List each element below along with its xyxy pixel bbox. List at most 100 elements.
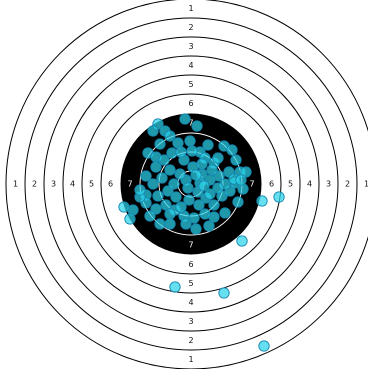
shot-marker [212,182,224,194]
ring-label-7-left: 7 [127,180,132,189]
ring-label-6-left: 6 [108,180,113,189]
ring-label-6-right: 6 [269,180,274,189]
shot-marker [124,213,136,225]
shot-marker [198,180,210,192]
ring-label-background [68,179,77,189]
shot-marker [212,152,224,164]
shot-marker [190,169,202,181]
ring-label-5-right: 5 [288,180,293,189]
shot-marker [191,120,203,132]
ring-label-background [186,297,196,308]
ring-label-1-bottom: 1 [188,355,193,364]
ring-label-4-top: 4 [188,61,193,70]
ring-label-1-top: 1 [188,4,193,13]
shot-marker [232,196,244,208]
ring-label-5-top: 5 [188,80,193,89]
ring-label-2-right: 2 [345,180,350,189]
shot-marker [118,201,130,213]
shot-markers [118,113,285,352]
shot-marker [179,113,191,125]
ring-label-background [343,179,352,189]
ring-label-1-right: 1 [364,180,368,189]
shot-marker [175,146,187,158]
shot-marker [169,281,181,293]
ring-label-background [324,179,333,189]
shot-marker [175,201,187,213]
ring-label-4-bottom: 4 [188,298,193,307]
shot-marker [168,178,180,190]
shot-marker [190,223,202,235]
shot-marker [230,154,242,166]
ring-label-background [186,316,196,327]
shot-marker [186,145,198,157]
ring-label-3-bottom: 3 [188,317,193,326]
ring-label-5-bottom: 5 [188,279,193,288]
shot-marker [199,208,211,220]
shot-marker [144,210,156,222]
shot-marker [134,184,146,196]
shot-marker [154,218,166,230]
shot-marker [203,220,215,232]
shot-marker [170,191,182,203]
ring-label-background [362,179,368,189]
shot-marker [240,166,252,178]
ring-label-background [49,179,58,189]
shot-marker [204,188,216,200]
shot-marker [164,218,176,230]
shot-marker [154,138,166,150]
shot-marker [152,190,164,202]
ring-label-background [186,79,196,90]
ring-label-background [186,335,196,346]
shot-marker [182,182,194,194]
ring-label-1-left: 1 [13,180,18,189]
shot-marker [196,158,208,170]
shot-marker [202,139,214,151]
shot-marker [156,172,168,184]
ring-label-4-left: 4 [70,180,75,189]
shot-marker [218,287,230,299]
shot-marker [164,164,176,176]
ring-label-background [305,179,314,189]
ring-label-7-bottom: 7 [188,241,193,250]
shot-marker [258,340,270,352]
ring-label-background [106,179,115,189]
shot-marker [235,174,247,186]
shot-marker [193,199,205,211]
ring-label-3-left: 3 [51,180,56,189]
ring-label-5-left: 5 [89,180,94,189]
ring-label-7-right: 7 [249,180,254,189]
ring-label-7-top: 7 [188,119,193,128]
ring-label-background [186,98,196,109]
shot-marker [147,178,159,190]
ring-label-background [267,179,276,189]
ring-label-background [186,60,196,71]
shot-marker [180,218,192,230]
shot-marker [219,207,231,219]
ring-label-background [186,278,196,289]
ring-label-background [186,3,196,14]
shot-marker [208,199,220,211]
shot-marker [184,135,196,147]
ring-label-background [11,179,20,189]
ring-label-background [186,22,196,33]
ring-labels: 1 1 1 1 2 2 2 2 3 3 3 3 4 4 4 4 5 5 5 5 6 6 6 6 7 7 7 7 [11,3,368,365]
shot-marker [147,125,159,137]
ring-label-2-bottom: 2 [188,336,193,345]
shot-marker [226,144,238,156]
shot-marker [164,208,176,220]
ring-label-background [87,179,96,189]
shot-marker [140,170,152,182]
shot-marker [206,164,218,176]
ring-label-background [186,354,196,365]
ring-label-background [286,179,295,189]
shot-marker [158,154,170,166]
shot-marker [256,195,268,207]
shot-marker [150,161,162,173]
shot-marker [164,130,176,142]
ring-label-3-right: 3 [326,180,331,189]
ring-label-2-left: 2 [32,180,37,189]
shot-marker [174,168,186,180]
shot-marker [273,191,285,203]
ring-label-2-top: 2 [188,23,193,32]
